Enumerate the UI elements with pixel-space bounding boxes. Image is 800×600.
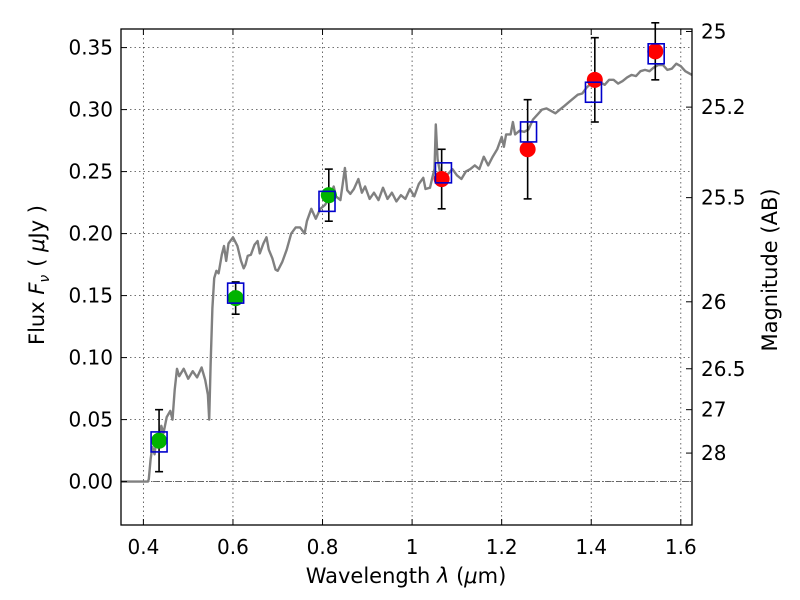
model-spectrum-line (121, 62, 693, 483)
model-point-2 (318, 190, 336, 213)
y-axis-label-rest: Jy ) (25, 205, 49, 241)
model-point-1 (226, 282, 245, 304)
y-axis-label-mu: μ (25, 239, 49, 253)
observed-point-6 (647, 43, 664, 60)
y2-tick-label-6: 28 (701, 441, 726, 465)
model-point-0 (150, 431, 168, 453)
y-tick-label-7: 0.35 (68, 36, 113, 60)
model-point-5 (584, 81, 603, 104)
x-axis-label-mu: μ (463, 564, 477, 588)
observed-point-0 (151, 432, 168, 449)
x-axis-label-rest: m) (478, 564, 507, 588)
x-tick-label-1: 0.6 (217, 535, 249, 559)
model-points (150, 42, 665, 453)
y2-tick-label-4: 26.5 (701, 357, 746, 381)
y-tick-label-5: 0.25 (68, 160, 113, 184)
y-tick-label-1: 0.05 (68, 408, 113, 432)
y-axis-label-var: F (25, 282, 49, 295)
x-axis-label-open: ( (449, 564, 464, 588)
model-point-6 (647, 42, 665, 65)
y-tick-label-2: 0.10 (68, 346, 113, 370)
y2-tick-label-1: 25.2 (701, 95, 746, 119)
axis-ticks (121, 29, 692, 525)
x-tick-label-3: 1 (406, 535, 419, 559)
x-tick-label-5: 1.4 (575, 535, 607, 559)
x-tick-label-6: 1.6 (665, 535, 697, 559)
y-tick-label-6: 0.30 (68, 98, 113, 122)
y2-tick-labels: 25 25.2 25.5 26 26.5 27 28 (701, 19, 746, 465)
model-point-4 (519, 121, 538, 143)
observed-point-1 (227, 290, 244, 307)
y-tick-label-4: 0.20 (68, 222, 113, 246)
model-spectrum-group (121, 62, 693, 483)
observed-point-5 (586, 71, 603, 88)
y2-tick-label-5: 27 (701, 398, 726, 422)
x-tick-label-4: 1.2 (486, 535, 518, 559)
x-axis-label-prefix: Wavelength (306, 564, 437, 588)
plot-frame (120, 28, 693, 526)
x-tick-label-0: 0.4 (127, 535, 159, 559)
y-axis-label: Flux Fν ( μJy ) (25, 205, 53, 345)
x-tick-labels: 0.4 0.6 0.8 1 1.2 1.4 1.6 (127, 535, 696, 559)
y-axis-label-open: ( (25, 252, 49, 267)
y-axis-label-prefix: Flux (25, 295, 49, 345)
y2-tick-label-2: 25.5 (701, 186, 746, 210)
y2-tick-label-0: 25 (701, 19, 726, 43)
x-axis-label: Wavelength λ (μm) (306, 564, 507, 588)
y-axis-label-sub: ν (37, 275, 53, 283)
y2-tick-label-3: 26 (701, 290, 726, 314)
y-tick-labels: 0.00 0.05 0.10 0.15 0.20 0.25 0.30 0.35 (68, 36, 113, 494)
y2-axis-label: Magnitude (AB) (758, 188, 782, 351)
y-tick-label-3: 0.15 (68, 284, 113, 308)
x-tick-label-2: 0.8 (307, 535, 339, 559)
observed-point-4 (519, 141, 536, 158)
x-axis-label-var: λ (436, 564, 449, 588)
grid (121, 29, 692, 525)
y-tick-label-0: 0.00 (68, 470, 113, 494)
model-point-3 (434, 162, 453, 184)
